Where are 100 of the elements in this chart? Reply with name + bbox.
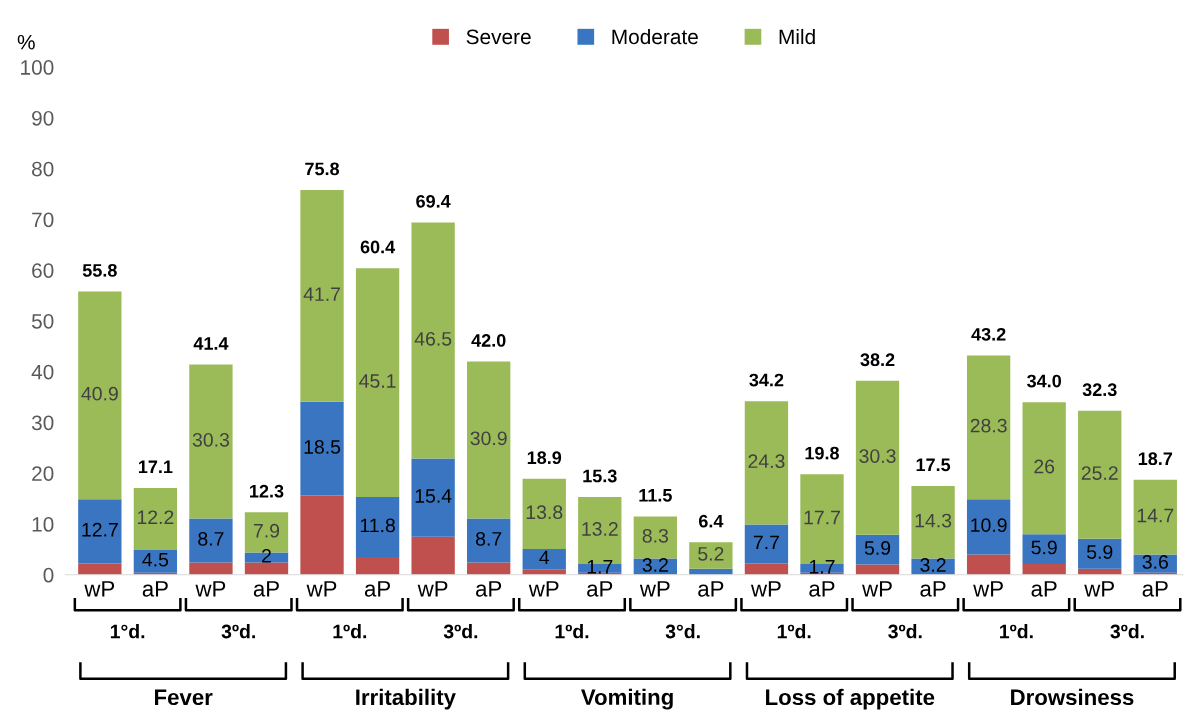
data-label: 24.3 (748, 454, 785, 469)
data-label: 5.9 (1086, 545, 1113, 559)
bar (411, 458, 455, 537)
bar (189, 364, 233, 519)
bar (467, 361, 511, 519)
legend-label: Moderate (612, 28, 698, 45)
text: 3ºd. (1110, 624, 1144, 639)
x-tick-label: wP (528, 581, 559, 597)
bar (355, 268, 400, 498)
data-label: 30.9 (470, 431, 507, 446)
total-label: 17.1 (138, 460, 173, 474)
bar (522, 548, 566, 570)
text: 1ºd. (333, 624, 367, 639)
bar (744, 401, 789, 525)
data-label: 4.5 (142, 552, 169, 567)
bar (855, 380, 900, 535)
bar (300, 495, 344, 575)
bar (300, 189, 344, 402)
y-tick-label: 20 (32, 466, 54, 481)
data-label: 46.5 (414, 331, 452, 346)
data-label: 17.7 (804, 510, 840, 525)
data-label: 25.2 (1081, 466, 1118, 480)
total-label: 55.8 (82, 263, 117, 277)
total-label: 18.7 (1138, 452, 1173, 466)
data-label: 4 (539, 550, 550, 565)
data-label: 41.7 (303, 287, 340, 301)
text: Drowsiness (1011, 688, 1134, 706)
data-label: 3.2 (642, 558, 668, 572)
total-label: 6.4 (698, 514, 724, 528)
total-label: 69.4 (416, 194, 451, 208)
text: 3°d. (665, 624, 700, 639)
x-tick-label: wP (1084, 581, 1114, 597)
y-tick-label: 100 (21, 60, 54, 75)
bar (1022, 402, 1066, 535)
data-label: 13.8 (526, 505, 563, 520)
x-tick-label: aP (253, 581, 279, 597)
data-label: 30.3 (859, 449, 896, 463)
data-label: 30.3 (192, 432, 229, 447)
total-label: 42.0 (471, 334, 506, 347)
bar (1022, 564, 1066, 575)
text: 1ºd. (777, 624, 811, 639)
bar (744, 524, 789, 564)
text: Loss of appetite (766, 688, 935, 710)
bar (633, 516, 677, 559)
y-tick-label: 40 (31, 364, 54, 380)
data-label: 1.7 (809, 560, 835, 574)
x-tick-label: wP (750, 581, 781, 597)
y-tick-label: 50 (31, 313, 54, 329)
total-label: 34.2 (749, 373, 784, 387)
y-tick-label: 70 (32, 212, 54, 228)
bar (355, 497, 400, 557)
bar (189, 562, 233, 575)
bar (244, 562, 289, 575)
total-label: 15.3 (583, 469, 617, 483)
legend-label: Mild (779, 28, 815, 45)
bar (355, 557, 400, 575)
total-label: 75.8 (305, 162, 340, 176)
x-tick-label: wP (306, 581, 337, 597)
total-label: 43.2 (971, 327, 1006, 341)
data-label: 26 (1034, 459, 1055, 474)
data-label: 28.3 (970, 418, 1007, 433)
bar (522, 478, 566, 549)
bar (1133, 479, 1177, 555)
data-label: 2 (262, 548, 271, 563)
total-label: 18.9 (527, 451, 562, 465)
text: 3ºd. (888, 624, 922, 639)
data-label: 10.9 (971, 518, 1007, 533)
bar (467, 518, 511, 563)
total-label: 32.3 (1082, 383, 1117, 397)
bar (1022, 534, 1066, 565)
data-label: 14.3 (915, 513, 952, 528)
x-tick-label: wP (862, 581, 892, 597)
bar (411, 536, 455, 575)
y-tick-label: 10 (32, 517, 54, 532)
bar (689, 542, 733, 569)
text: 1°d. (110, 624, 145, 639)
text: Irritability (356, 688, 456, 710)
bar (966, 554, 1011, 575)
x-tick-label: wP (195, 581, 226, 597)
bar (133, 487, 178, 550)
data-label: 5.2 (698, 546, 724, 561)
x-tick-label: aP (1142, 581, 1168, 597)
data-label: 40.9 (81, 386, 118, 401)
x-tick-label: wP (639, 581, 670, 597)
x-tick-label: wP (973, 581, 1003, 597)
x-tick-label: aP (809, 581, 835, 597)
text: 1ºd. (555, 624, 589, 639)
bar (966, 499, 1011, 555)
data-label: 12.7 (82, 522, 118, 537)
bar (78, 499, 122, 564)
data-label: 5.9 (864, 541, 891, 555)
data-label: 13.2 (582, 522, 618, 536)
bar (467, 562, 511, 575)
x-tick-label: aP (142, 581, 168, 597)
y-tick-label: 80 (32, 161, 54, 177)
x-tick-label: wP (417, 581, 448, 597)
text: 1ºd. (1000, 624, 1033, 639)
data-label: 15.4 (415, 489, 452, 503)
total-label: 17.5 (916, 458, 951, 472)
data-label: 8.3 (642, 528, 668, 543)
